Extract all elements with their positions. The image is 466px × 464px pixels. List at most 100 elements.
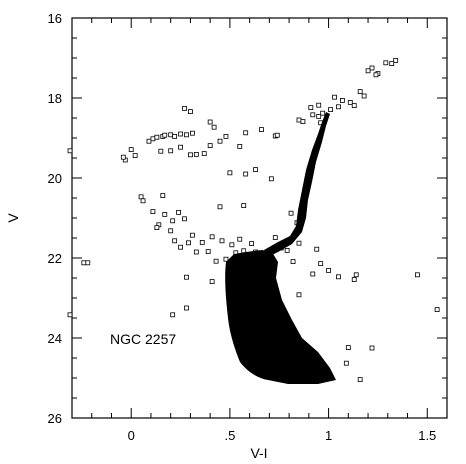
star-point	[184, 132, 189, 138]
y-tick-label: 26	[48, 411, 62, 426]
star-point	[347, 100, 353, 105]
star-point	[172, 238, 178, 244]
star-point	[383, 60, 389, 66]
star-point	[284, 247, 290, 253]
star-point	[316, 114, 322, 119]
star-point	[120, 154, 126, 160]
x-tick-label: 1	[325, 428, 332, 443]
star-point	[170, 218, 176, 224]
star-point	[316, 102, 322, 108]
star-point	[290, 259, 296, 265]
star-point	[193, 151, 199, 157]
star-point	[361, 93, 367, 99]
star-point	[310, 271, 316, 277]
star-point	[351, 103, 357, 108]
star-point	[296, 117, 302, 123]
star-point	[81, 260, 87, 266]
y-tick-label: 18	[48, 91, 62, 106]
star-point	[188, 109, 193, 114]
star-point	[128, 147, 134, 153]
star-point	[296, 240, 302, 246]
star-point	[332, 94, 337, 100]
y-tick-label: 24	[48, 331, 62, 346]
y-tick-label: 16	[48, 11, 62, 26]
star-point	[138, 194, 144, 200]
data-points	[67, 58, 440, 383]
star-point	[207, 119, 213, 125]
star-point	[146, 138, 152, 144]
cluster-name-annotation: NGC 2257	[110, 331, 176, 347]
star-point	[336, 274, 341, 280]
star-point	[205, 249, 211, 255]
star-point	[326, 267, 331, 273]
star-point	[168, 132, 174, 138]
star-point	[85, 260, 91, 266]
star-point	[229, 242, 235, 248]
star-point	[178, 144, 183, 150]
star-point	[310, 112, 316, 118]
star-point	[201, 151, 207, 157]
star-point	[168, 148, 174, 154]
star-point	[237, 143, 243, 149]
star-point	[227, 170, 233, 176]
star-point	[150, 136, 156, 142]
giant-branch-clump	[264, 112, 330, 256]
star-point	[274, 132, 280, 138]
star-point	[253, 167, 258, 173]
star-point	[209, 234, 215, 240]
x-tick-label: 1.5	[418, 428, 436, 443]
star-point	[170, 312, 176, 318]
x-tick-label: .5	[224, 428, 235, 443]
star-point	[178, 131, 183, 137]
star-point	[184, 305, 189, 311]
star-point	[154, 134, 160, 140]
star-point	[243, 130, 249, 136]
star-point	[199, 239, 205, 245]
star-point	[213, 258, 219, 264]
star-point	[217, 204, 223, 210]
star-point	[211, 124, 217, 130]
star-point	[193, 249, 199, 255]
star-point	[188, 152, 193, 158]
x-tick-labels: 0 .5 1 1.5	[128, 428, 437, 443]
star-point	[241, 203, 247, 209]
y-tick-label: 22	[48, 251, 62, 266]
star-point	[182, 106, 187, 111]
star-point	[339, 98, 345, 103]
star-point	[308, 105, 314, 110]
star-point	[357, 89, 363, 94]
star-point	[320, 110, 326, 116]
star-point	[182, 216, 187, 222]
axis-ticks	[71, 17, 448, 419]
x-tick-label: 0	[128, 428, 135, 443]
star-point	[237, 236, 243, 242]
star-point	[219, 238, 225, 244]
star-point	[150, 209, 156, 215]
star-point	[132, 153, 138, 159]
star-point	[189, 232, 195, 238]
star-point	[209, 279, 215, 285]
y-axis-label: V	[5, 213, 21, 223]
star-point	[272, 235, 278, 241]
star-point	[336, 104, 341, 110]
star-point	[223, 133, 229, 139]
star-point	[357, 377, 363, 383]
star-point	[328, 107, 333, 112]
star-point	[223, 256, 229, 262]
star-point	[217, 138, 223, 144]
star-point	[288, 210, 294, 216]
star-point	[300, 119, 306, 124]
star-point	[365, 68, 371, 74]
star-point	[207, 143, 213, 149]
star-point	[369, 65, 375, 71]
star-point	[184, 274, 189, 280]
star-point	[259, 127, 264, 132]
star-point	[162, 132, 168, 138]
star-point	[393, 58, 399, 63]
star-point	[243, 171, 249, 177]
star-point	[67, 312, 73, 318]
star-point	[140, 198, 146, 204]
star-point	[172, 133, 178, 139]
star-point	[162, 211, 168, 217]
